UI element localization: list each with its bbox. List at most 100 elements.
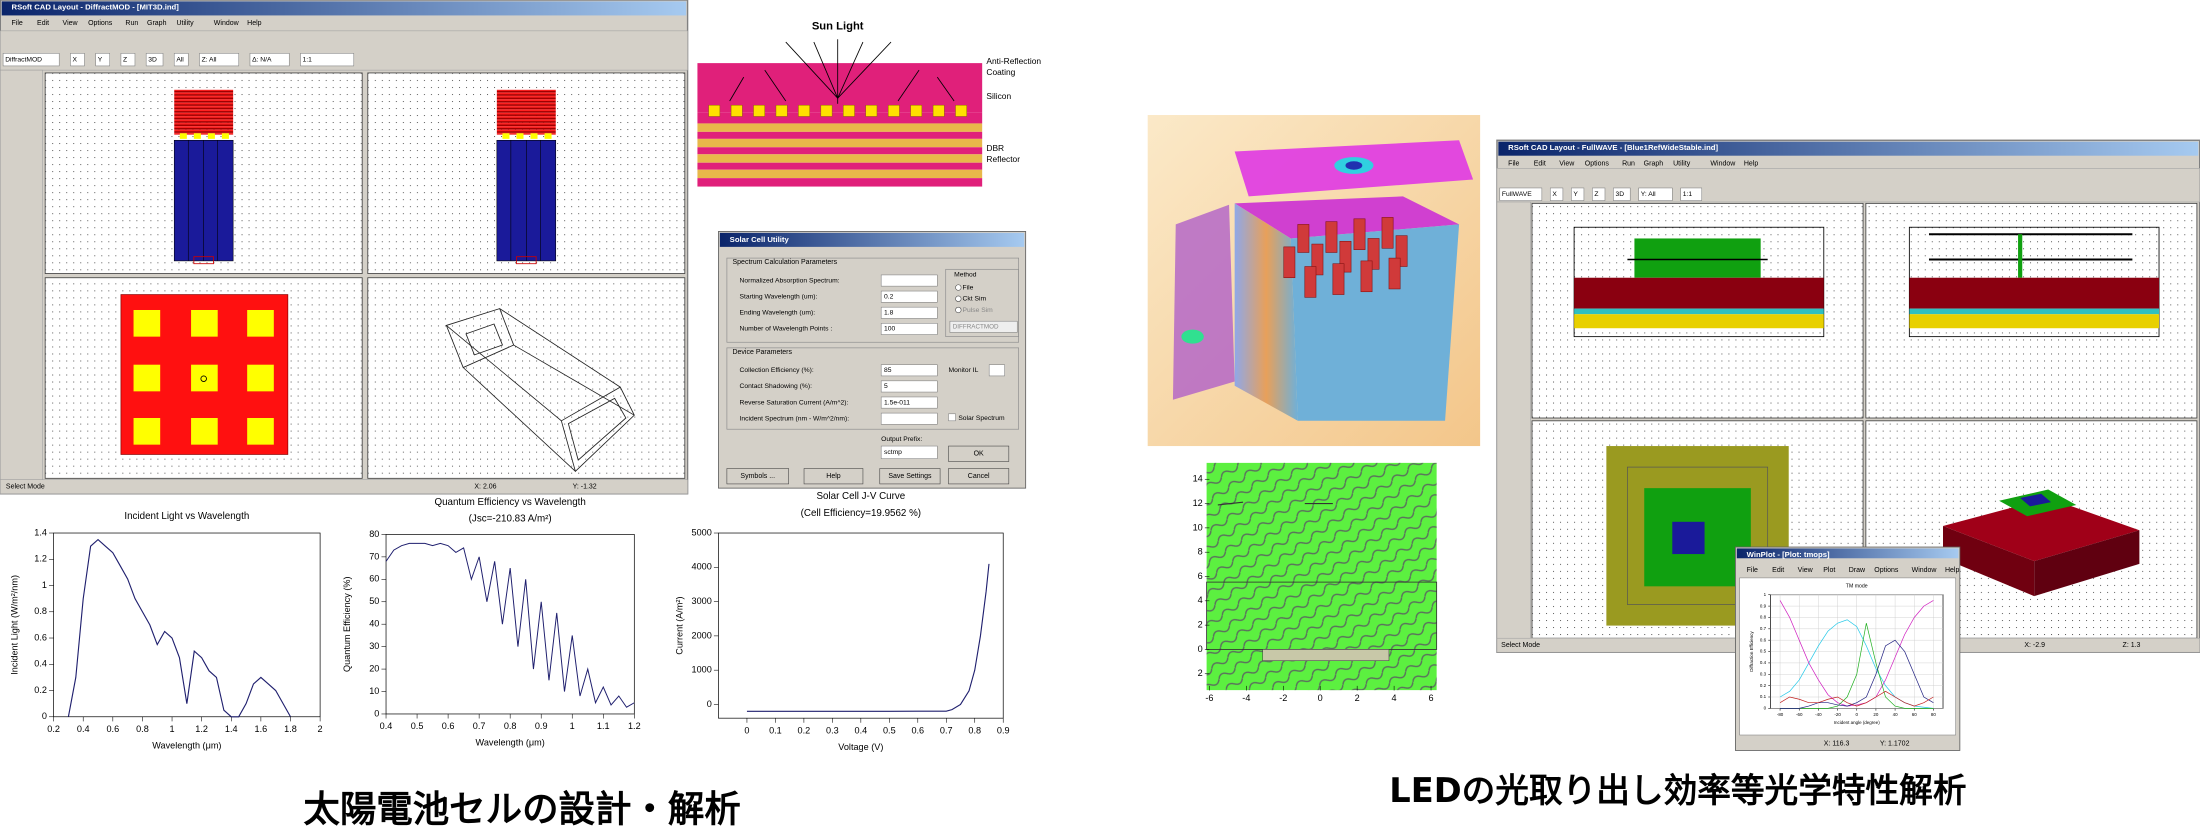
input-field xyxy=(988,364,1005,377)
y-tick-label: 0.6 xyxy=(1760,637,1767,642)
x-tick-label: 1 xyxy=(170,724,175,734)
menu-item[interactable]: Edit xyxy=(37,20,49,27)
toolbar-text[interactable]: FullWAVE xyxy=(1502,191,1532,198)
button-label[interactable]: Help xyxy=(826,473,841,480)
toolbar-text[interactable]: Y xyxy=(98,56,103,63)
menu-item[interactable]: View xyxy=(1798,567,1814,574)
y-tick-label: 1000 xyxy=(692,665,712,675)
toolbar-field xyxy=(120,53,136,67)
field-plot xyxy=(1200,455,1443,719)
toolbar-text[interactable]: Z xyxy=(123,56,127,63)
menu-item[interactable]: Window xyxy=(1912,567,1938,574)
x-tick-label: 0.4 xyxy=(380,721,393,731)
menu-item[interactable]: Options xyxy=(88,20,113,27)
button-label[interactable]: Save Settings xyxy=(888,473,932,480)
field-label: Monitor IL xyxy=(949,367,979,374)
toolbar-text[interactable]: 1:1 xyxy=(1683,191,1693,198)
field-label: Contact Shadowing (%): xyxy=(740,383,813,390)
menu-item[interactable]: Window xyxy=(1710,160,1736,167)
menu-item[interactable]: Help xyxy=(1744,160,1759,167)
input-field xyxy=(880,290,938,303)
x-tick-label: -6 xyxy=(1205,693,1213,703)
button[interactable] xyxy=(803,468,864,485)
x-tick-label: 0.7 xyxy=(940,725,953,735)
toolbar-text[interactable]: Z: All xyxy=(202,56,217,63)
radio-button[interactable] xyxy=(955,284,962,291)
field-label: Collection Efficiency (%): xyxy=(740,367,814,374)
button[interactable] xyxy=(948,468,1010,485)
button-label[interactable]: Cancel xyxy=(968,473,990,480)
diagram-title: Sun Light xyxy=(812,21,864,33)
radio-button[interactable] xyxy=(955,295,962,302)
menu-item[interactable]: Run xyxy=(1622,160,1635,167)
menu-item[interactable]: Options xyxy=(1874,567,1899,574)
x-tick-label: 0 xyxy=(744,725,749,735)
x-tick-label: 0.8 xyxy=(504,721,517,731)
toolbar-text[interactable]: Y: All xyxy=(1641,191,1656,198)
button-label[interactable]: OK xyxy=(974,451,984,458)
status-text: Y: 1.1702 xyxy=(1880,740,1910,747)
menu-item[interactable]: File xyxy=(1747,567,1758,574)
menu-item[interactable]: Edit xyxy=(1534,160,1546,167)
field-label: Ending Wavelength (um): xyxy=(740,310,816,317)
menu-item[interactable]: Options xyxy=(1585,160,1610,167)
toolbar-text[interactable]: 1:1 xyxy=(303,56,313,63)
y-tick-label: 0 xyxy=(1198,644,1203,654)
status-text: X: 2.06 xyxy=(474,484,496,491)
toolbar-text[interactable]: Δ: N/A xyxy=(252,56,272,63)
menu-item[interactable]: Draw xyxy=(1849,567,1866,574)
status-text: Y: -1.32 xyxy=(573,484,597,491)
x-tick-label: -60 xyxy=(1796,712,1803,717)
menu-item[interactable]: Help xyxy=(1945,567,1960,574)
menu-item[interactable]: Run xyxy=(125,20,138,27)
input-field xyxy=(880,445,938,459)
toolbar-text[interactable]: X xyxy=(1552,191,1557,198)
y-tick-label: 0 xyxy=(42,711,47,721)
toolbar-text[interactable]: DiffractMOD xyxy=(5,56,42,63)
y-tick-label: 50 xyxy=(369,596,379,606)
input-field xyxy=(880,364,938,377)
checkbox[interactable] xyxy=(948,413,956,422)
menu-item[interactable]: Utility xyxy=(1673,160,1691,167)
solar-cell-dialog xyxy=(718,231,1027,489)
toolbar-text[interactable]: 3D xyxy=(1615,191,1624,198)
menu-item[interactable]: Help xyxy=(247,20,262,27)
radio-button[interactable] xyxy=(955,306,962,314)
series-line xyxy=(746,563,990,712)
menu-item[interactable]: Graph xyxy=(147,20,167,27)
menu-item[interactable]: Window xyxy=(214,20,240,27)
toolbar-text[interactable]: Y xyxy=(1573,191,1578,198)
menu-item[interactable]: View xyxy=(1559,160,1575,167)
button[interactable] xyxy=(726,468,789,485)
status-text: Z: 1.3 xyxy=(2123,642,2141,649)
chart-title: Solar Cell J-V Curve xyxy=(816,491,905,502)
led-3d-view xyxy=(1943,489,2140,597)
menu-item[interactable]: Graph xyxy=(1644,160,1664,167)
menu-item[interactable]: Edit xyxy=(1772,567,1784,574)
button[interactable] xyxy=(879,468,941,485)
y-axis-label: Diffraction Efficiency xyxy=(1749,631,1754,672)
menu-item[interactable]: File xyxy=(1508,160,1519,167)
toolbar-text[interactable]: 3D xyxy=(148,56,157,63)
button[interactable] xyxy=(948,445,1010,462)
toolbar-field xyxy=(95,53,110,67)
toolbar-text[interactable]: Z xyxy=(1594,191,1598,198)
y-axis-label: Incident Light (W/m²/nm) xyxy=(10,575,20,675)
title-bar xyxy=(1,1,687,16)
toolbar-text[interactable]: All xyxy=(176,56,184,63)
chart-title: Incident Light vs Wavelength xyxy=(124,511,249,522)
diagram-label: Silicon xyxy=(986,91,1011,101)
menu-item[interactable]: Plot xyxy=(1823,567,1835,574)
toolbar-text[interactable]: X xyxy=(73,56,78,63)
field-value: 1.8 xyxy=(884,310,894,317)
status-text: Select Mode xyxy=(6,484,45,491)
section-title: Device Parameters xyxy=(732,349,792,356)
menu-item[interactable]: View xyxy=(63,20,79,27)
menu-item[interactable]: Utility xyxy=(176,20,194,27)
input-field xyxy=(949,320,1018,333)
y-tick-label: 0.2 xyxy=(34,685,47,695)
window-title: RSoft CAD Layout - DiffractMOD - [MIT3D.… xyxy=(12,3,180,12)
menu-item[interactable]: File xyxy=(12,20,23,27)
button-label[interactable]: Symbols ... xyxy=(740,473,775,480)
